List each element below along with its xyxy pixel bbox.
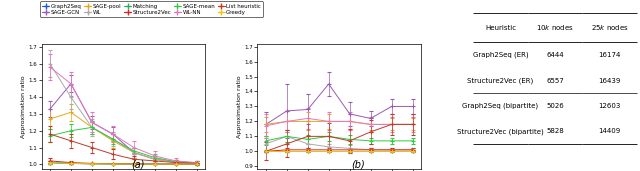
Y-axis label: Approximation ratio: Approximation ratio bbox=[21, 75, 26, 138]
Text: (a): (a) bbox=[131, 159, 145, 169]
Text: (b): (b) bbox=[351, 159, 365, 169]
Legend: Graph2Seq, SAGE-GCN, SAGE-pool, WL, Matching, Structure2Vec, SAGE-mean, WL-NN, L: Graph2Seq, SAGE-GCN, SAGE-pool, WL, Matc… bbox=[40, 1, 263, 17]
Y-axis label: Approximation ratio: Approximation ratio bbox=[237, 75, 242, 138]
